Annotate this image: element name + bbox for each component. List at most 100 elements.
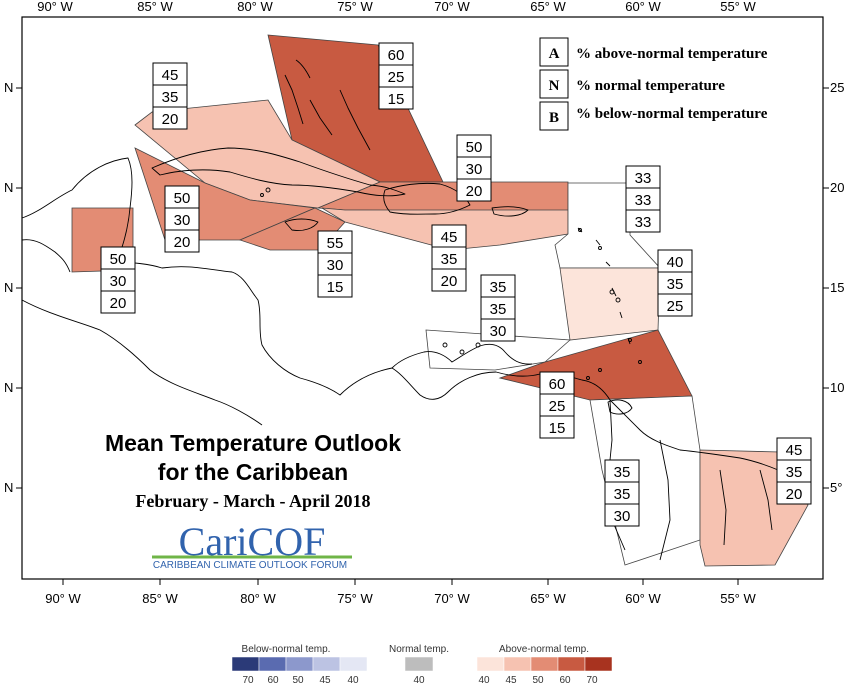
colorbar-normal-tick: 40 bbox=[413, 675, 425, 684]
prob-box-trinidad: 60 25 15 bbox=[539, 371, 575, 439]
colorbar-tick: 50 bbox=[532, 675, 544, 684]
legend-text-normal: % normal temperature bbox=[576, 78, 725, 94]
top-tick-label: 75° W bbox=[337, 0, 373, 14]
left-tick-label: N bbox=[4, 180, 13, 195]
below-value: 15 bbox=[388, 91, 405, 108]
bottom-tick-label: 90° W bbox=[45, 591, 81, 606]
normal-value: 30 bbox=[174, 212, 191, 229]
prob-box-abc-islands: 35 35 30 bbox=[480, 274, 516, 342]
title-line-1: Mean Temperature Outlook bbox=[105, 430, 401, 456]
below-value: 20 bbox=[786, 486, 803, 503]
prob-box-leeward: 33 33 33 bbox=[625, 165, 661, 233]
right-tick-label: 10 bbox=[830, 380, 844, 395]
below-value: 15 bbox=[327, 279, 344, 296]
top-tick-label: 55° W bbox=[720, 0, 756, 14]
prob-box-hispaniola-north: 50 30 20 bbox=[456, 134, 492, 202]
abn-legend: A N B % above-normal temperature % norma… bbox=[539, 37, 768, 131]
probability-labels: 60 25 15 45 35 20 50 30 20 50 30 20 55 3… bbox=[100, 42, 812, 527]
colorbar-tick: 50 bbox=[292, 675, 304, 684]
above-value: 45 bbox=[162, 67, 179, 84]
colorbar-tick: 70 bbox=[242, 675, 254, 684]
normal-value: 35 bbox=[786, 464, 803, 481]
normal-value: 35 bbox=[490, 301, 507, 318]
colorbar-tick: 60 bbox=[267, 675, 279, 684]
legend-text-below: % below-normal temperature bbox=[576, 106, 768, 122]
top-tick-label: 90° W bbox=[37, 0, 73, 14]
bottom-tick-label: 65° W bbox=[530, 591, 566, 606]
below-value: 20 bbox=[174, 234, 191, 251]
below-value: 15 bbox=[549, 420, 566, 437]
right-axis: 25 20 15 10 5° bbox=[830, 80, 844, 495]
bottom-tick-label: 60° W bbox=[625, 591, 661, 606]
top-tick-label: 70° W bbox=[434, 0, 470, 14]
colorbar-swatch bbox=[503, 656, 532, 672]
top-tick-label: 60° W bbox=[625, 0, 661, 14]
normal-value: 30 bbox=[466, 161, 483, 178]
region-abc-islands bbox=[425, 329, 571, 371]
bottom-tick-label: 75° W bbox=[337, 591, 373, 606]
left-tick-label: N bbox=[4, 480, 13, 495]
legend-code-b: B bbox=[549, 110, 559, 126]
colorbar-above-swatches bbox=[476, 656, 613, 672]
colorbar-swatch bbox=[557, 656, 586, 672]
prob-box-guyana: 35 35 30 bbox=[604, 459, 640, 527]
bottom-axis: 90° W 85° W 80° W 75° W 70° W 65° W 60° … bbox=[45, 591, 756, 606]
left-tick-label: N bbox=[4, 80, 13, 95]
prob-box-jamaica: 55 30 15 bbox=[317, 230, 353, 298]
bottom-tick-label: 80° W bbox=[240, 591, 276, 606]
normal-value: 35 bbox=[667, 276, 684, 293]
normal-value: 25 bbox=[388, 69, 405, 86]
colorbar-tick: 45 bbox=[505, 675, 517, 684]
colorbar-swatch bbox=[530, 656, 559, 672]
colorbar-tick: 60 bbox=[559, 675, 571, 684]
above-value: 60 bbox=[388, 47, 405, 64]
top-tick-label: 80° W bbox=[237, 0, 273, 14]
above-value: 50 bbox=[110, 251, 127, 268]
title-line-2: for the Caribbean bbox=[158, 459, 348, 485]
normal-value: 30 bbox=[327, 257, 344, 274]
top-tick-label: 85° W bbox=[137, 0, 173, 14]
normal-value: 33 bbox=[635, 192, 652, 209]
prob-box-suriname: 45 35 20 bbox=[776, 437, 812, 505]
colorbar-swatch bbox=[258, 656, 287, 672]
prob-box-belize: 50 30 20 bbox=[100, 246, 136, 314]
above-value: 45 bbox=[441, 229, 458, 246]
colorbar-swatch bbox=[285, 656, 314, 672]
colorbar: Below-normal temp. Normal temp. Above-no… bbox=[231, 644, 613, 684]
top-tick-label: 65° W bbox=[530, 0, 566, 14]
above-value: 50 bbox=[466, 139, 483, 156]
prob-box-bahamas: 60 25 15 bbox=[378, 42, 414, 110]
right-tick-label: 20 bbox=[830, 180, 844, 195]
above-value: 60 bbox=[549, 376, 566, 393]
colorbar-above-title: Above-normal temp. bbox=[499, 644, 589, 655]
small-islands bbox=[260, 187, 642, 380]
colorbar-above-ticks: 40 45 50 60 70 bbox=[478, 675, 598, 684]
above-value: 40 bbox=[667, 254, 684, 271]
below-value: 33 bbox=[635, 214, 652, 231]
colorbar-normal-title: Normal temp. bbox=[389, 644, 449, 655]
title-period: February - March - April 2018 bbox=[135, 491, 370, 511]
colorbar-swatch bbox=[231, 656, 260, 672]
below-value: 30 bbox=[490, 323, 507, 340]
colorbar-below-title: Below-normal temp. bbox=[242, 644, 331, 655]
title-block: Mean Temperature Outlook for the Caribbe… bbox=[105, 430, 401, 571]
normal-value: 35 bbox=[614, 486, 631, 503]
above-value: 33 bbox=[635, 170, 652, 187]
legend-code-n: N bbox=[549, 78, 560, 94]
coastlines bbox=[21, 59, 801, 561]
normal-value: 35 bbox=[441, 251, 458, 268]
top-axis: 90° W 85° W 80° W 75° W 70° W 65° W 60° … bbox=[37, 0, 756, 14]
below-value: 20 bbox=[162, 111, 179, 128]
colorbar-tick: 40 bbox=[347, 675, 359, 684]
caricof-subtitle: CARIBBEAN CLIMATE OUTLOOK FORUM bbox=[153, 560, 347, 571]
normal-value: 30 bbox=[110, 273, 127, 290]
above-value: 35 bbox=[490, 279, 507, 296]
legend-code-a: A bbox=[549, 46, 560, 62]
above-value: 55 bbox=[327, 235, 344, 252]
right-tick-label: 5° bbox=[830, 480, 842, 495]
colorbar-tick: 40 bbox=[478, 675, 490, 684]
colorbar-swatch bbox=[312, 656, 341, 672]
colorbar-tick: 45 bbox=[319, 675, 331, 684]
prob-box-hispaniola-south: 45 35 20 bbox=[431, 224, 467, 292]
